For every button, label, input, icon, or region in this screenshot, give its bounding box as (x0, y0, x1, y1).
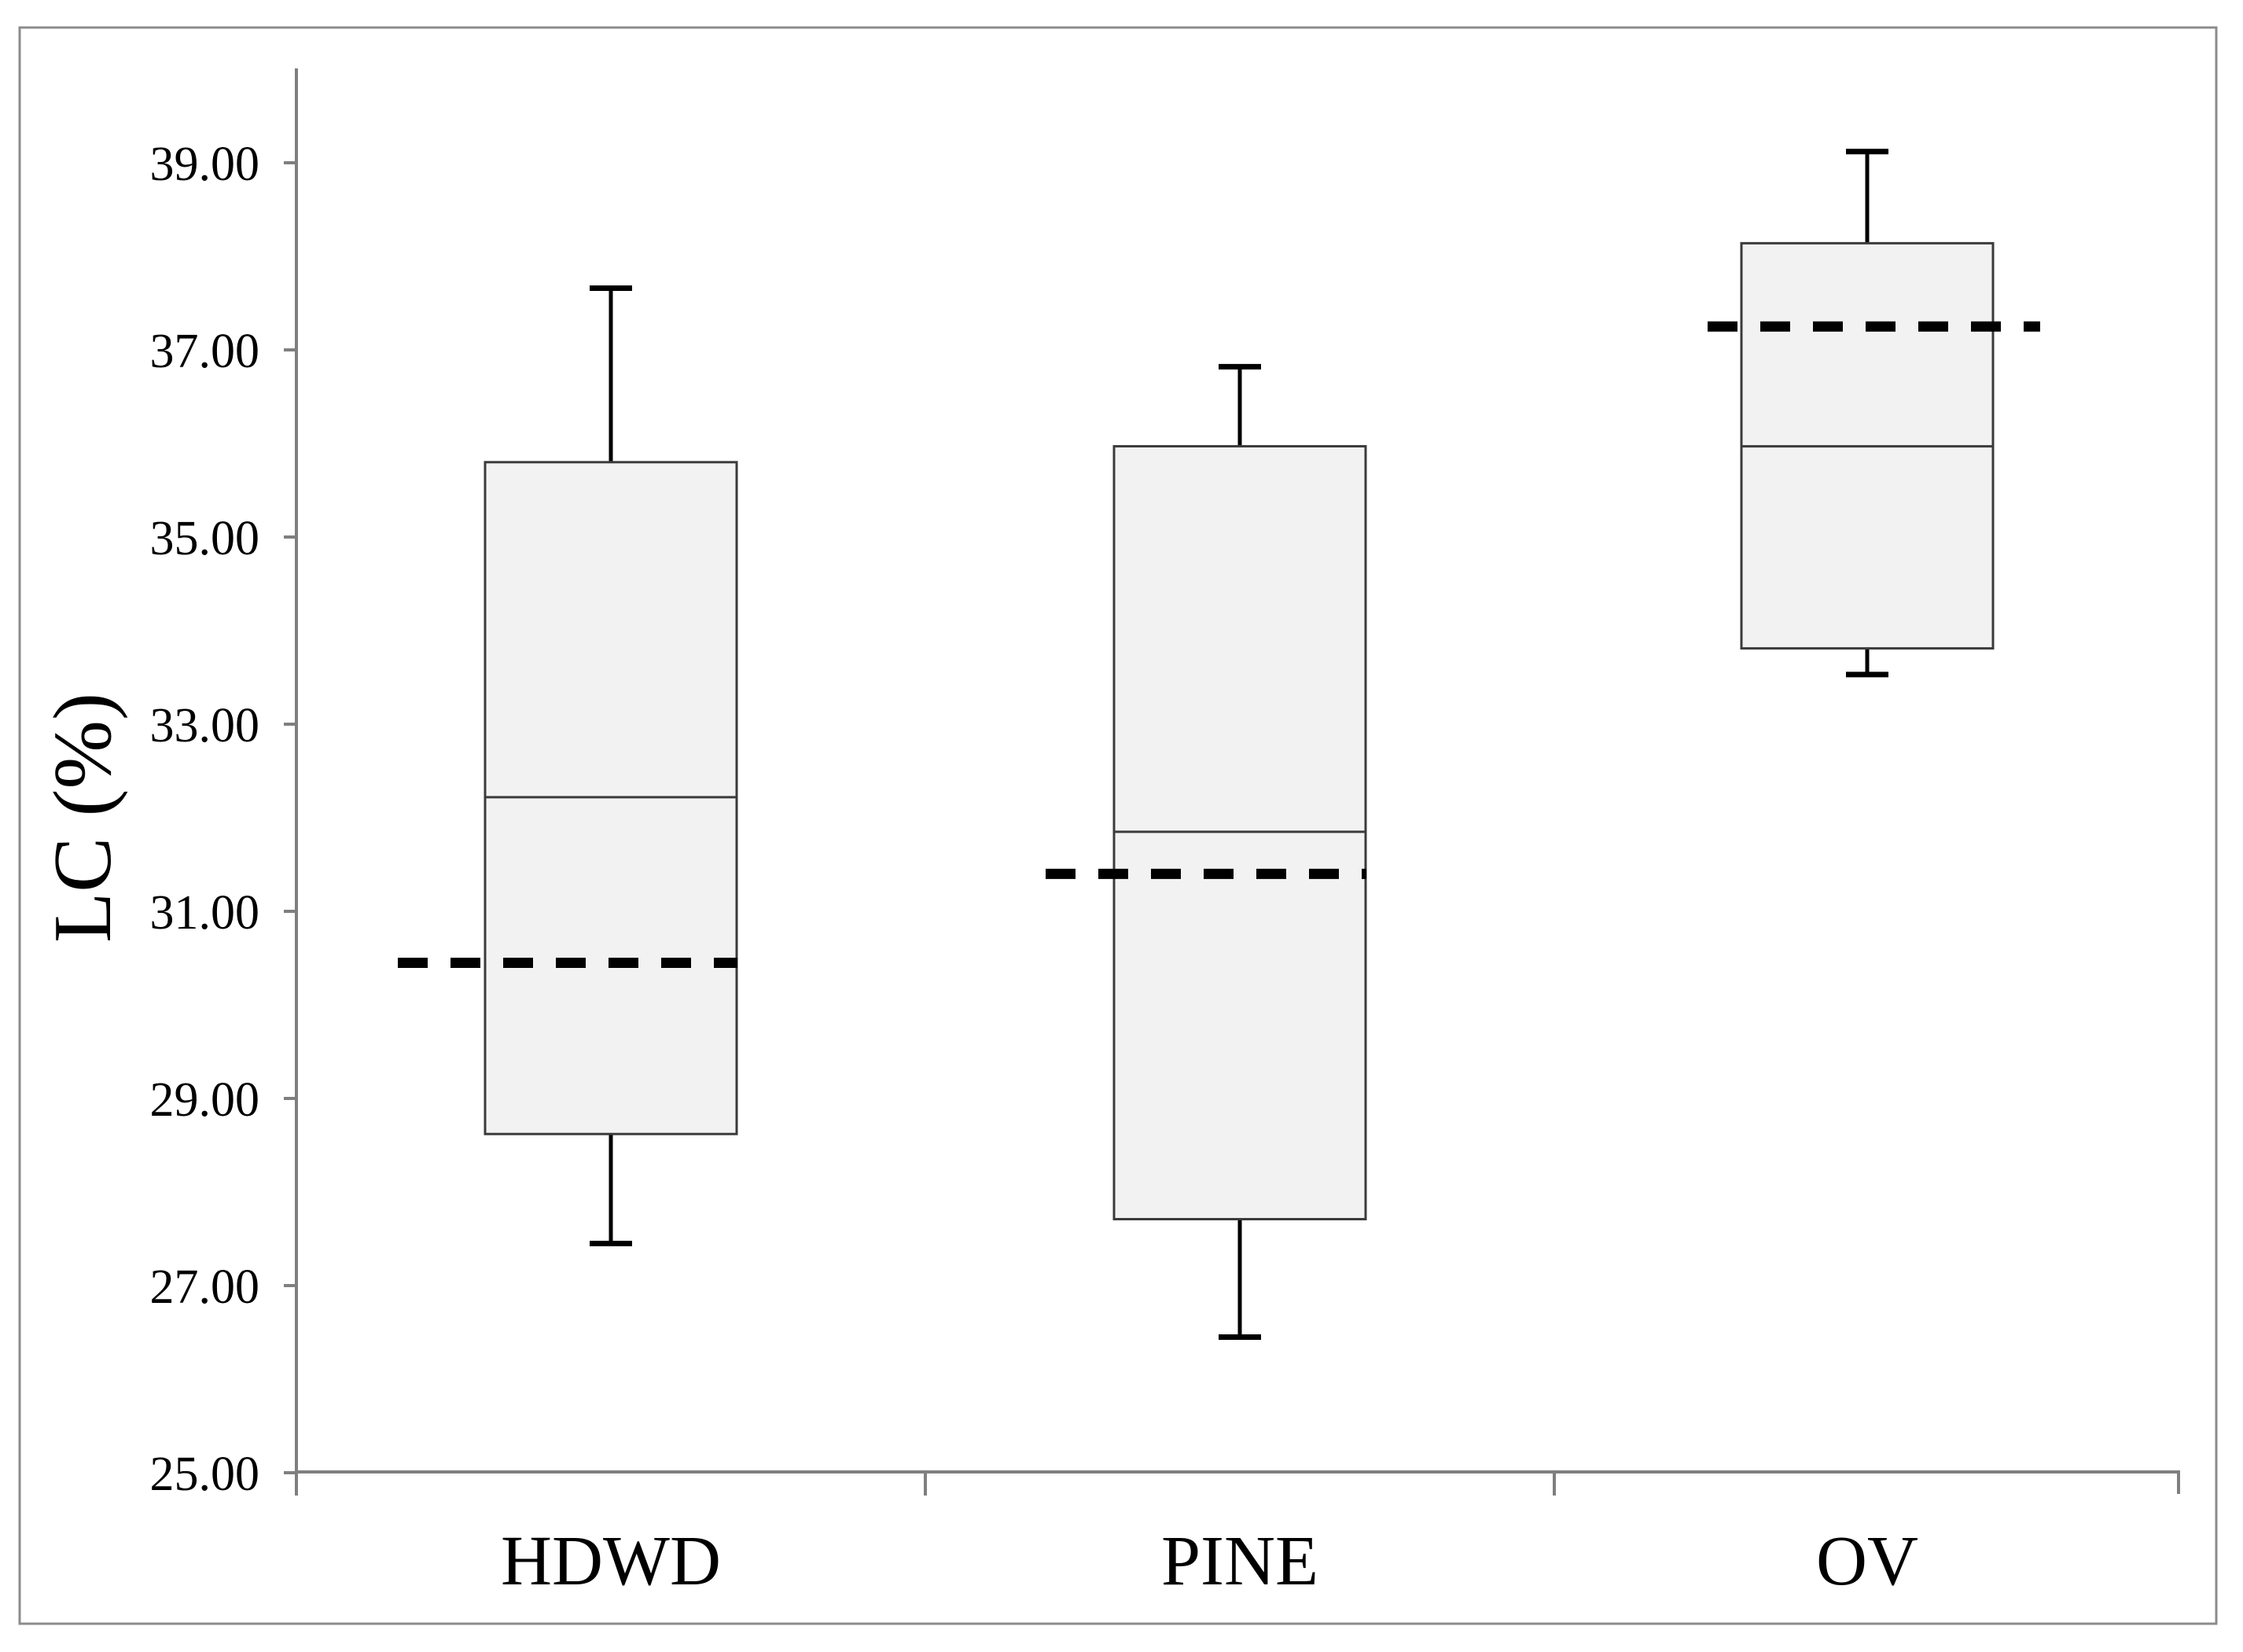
y-tick-label: 35.00 (150, 512, 260, 565)
y-tick-label: 39.00 (150, 138, 260, 191)
y-tick-label: 33.00 (150, 699, 260, 752)
category-label: OV (1816, 1522, 1918, 1600)
figure-border (18, 26, 2218, 1625)
y-axis-title: LC (%) (36, 693, 128, 943)
y-tick-label: 37.00 (150, 325, 260, 378)
y-tick-label: 31.00 (150, 886, 260, 940)
y-tick-label: 29.00 (150, 1073, 260, 1127)
y-tick-label: 27.00 (150, 1260, 260, 1314)
y-tick-label: 25.00 (150, 1448, 260, 1501)
category-label: HDWD (501, 1522, 721, 1600)
category-label: PINE (1161, 1522, 1318, 1600)
